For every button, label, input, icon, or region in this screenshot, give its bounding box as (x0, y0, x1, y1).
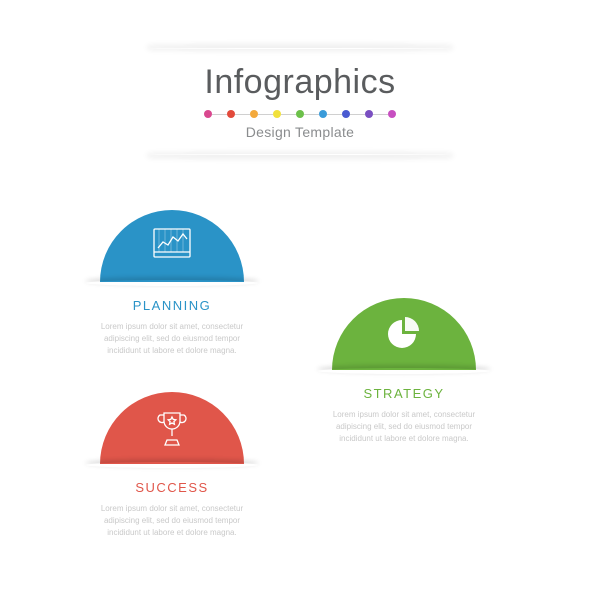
dot-line (140, 110, 460, 118)
slit-shadow (318, 368, 490, 374)
accent-dot (388, 110, 396, 118)
card-hemisphere (100, 392, 244, 464)
accent-dot (319, 110, 327, 118)
slit-shadow (86, 462, 258, 468)
header: Infographics Design Template (140, 48, 460, 155)
page-subtitle: Design Template (140, 124, 460, 140)
accent-dot (365, 110, 373, 118)
card-title: PLANNING (86, 298, 258, 313)
trophy-icon (155, 410, 189, 453)
card-body: Lorem ipsum dolor sit amet, consectetur … (318, 409, 490, 445)
card-hemisphere (100, 210, 244, 282)
card-body: Lorem ipsum dolor sit amet, consectetur … (86, 321, 258, 357)
card-planning: PLANNING Lorem ipsum dolor sit amet, cons… (86, 210, 258, 357)
card-title: SUCCESS (86, 480, 258, 495)
pie-chart-icon (386, 316, 422, 357)
chart-line-box-icon (153, 228, 191, 263)
header-bottom-divider (150, 154, 450, 155)
header-top-divider (150, 48, 450, 49)
accent-dot (296, 110, 304, 118)
accent-dot (273, 110, 281, 118)
card-body: Lorem ipsum dolor sit amet, consectetur … (86, 503, 258, 539)
card-success: SUCCESS Lorem ipsum dolor sit amet, conse… (86, 392, 258, 539)
card-strategy: STRATEGY Lorem ipsum dolor sit amet, cons… (318, 298, 490, 445)
slit-shadow (86, 280, 258, 286)
accent-dot (342, 110, 350, 118)
card-title: STRATEGY (318, 386, 490, 401)
accent-dot (204, 110, 212, 118)
accent-dot (250, 110, 258, 118)
card-hemisphere (332, 298, 476, 370)
accent-dot (227, 110, 235, 118)
page-title: Infographics (140, 63, 460, 102)
